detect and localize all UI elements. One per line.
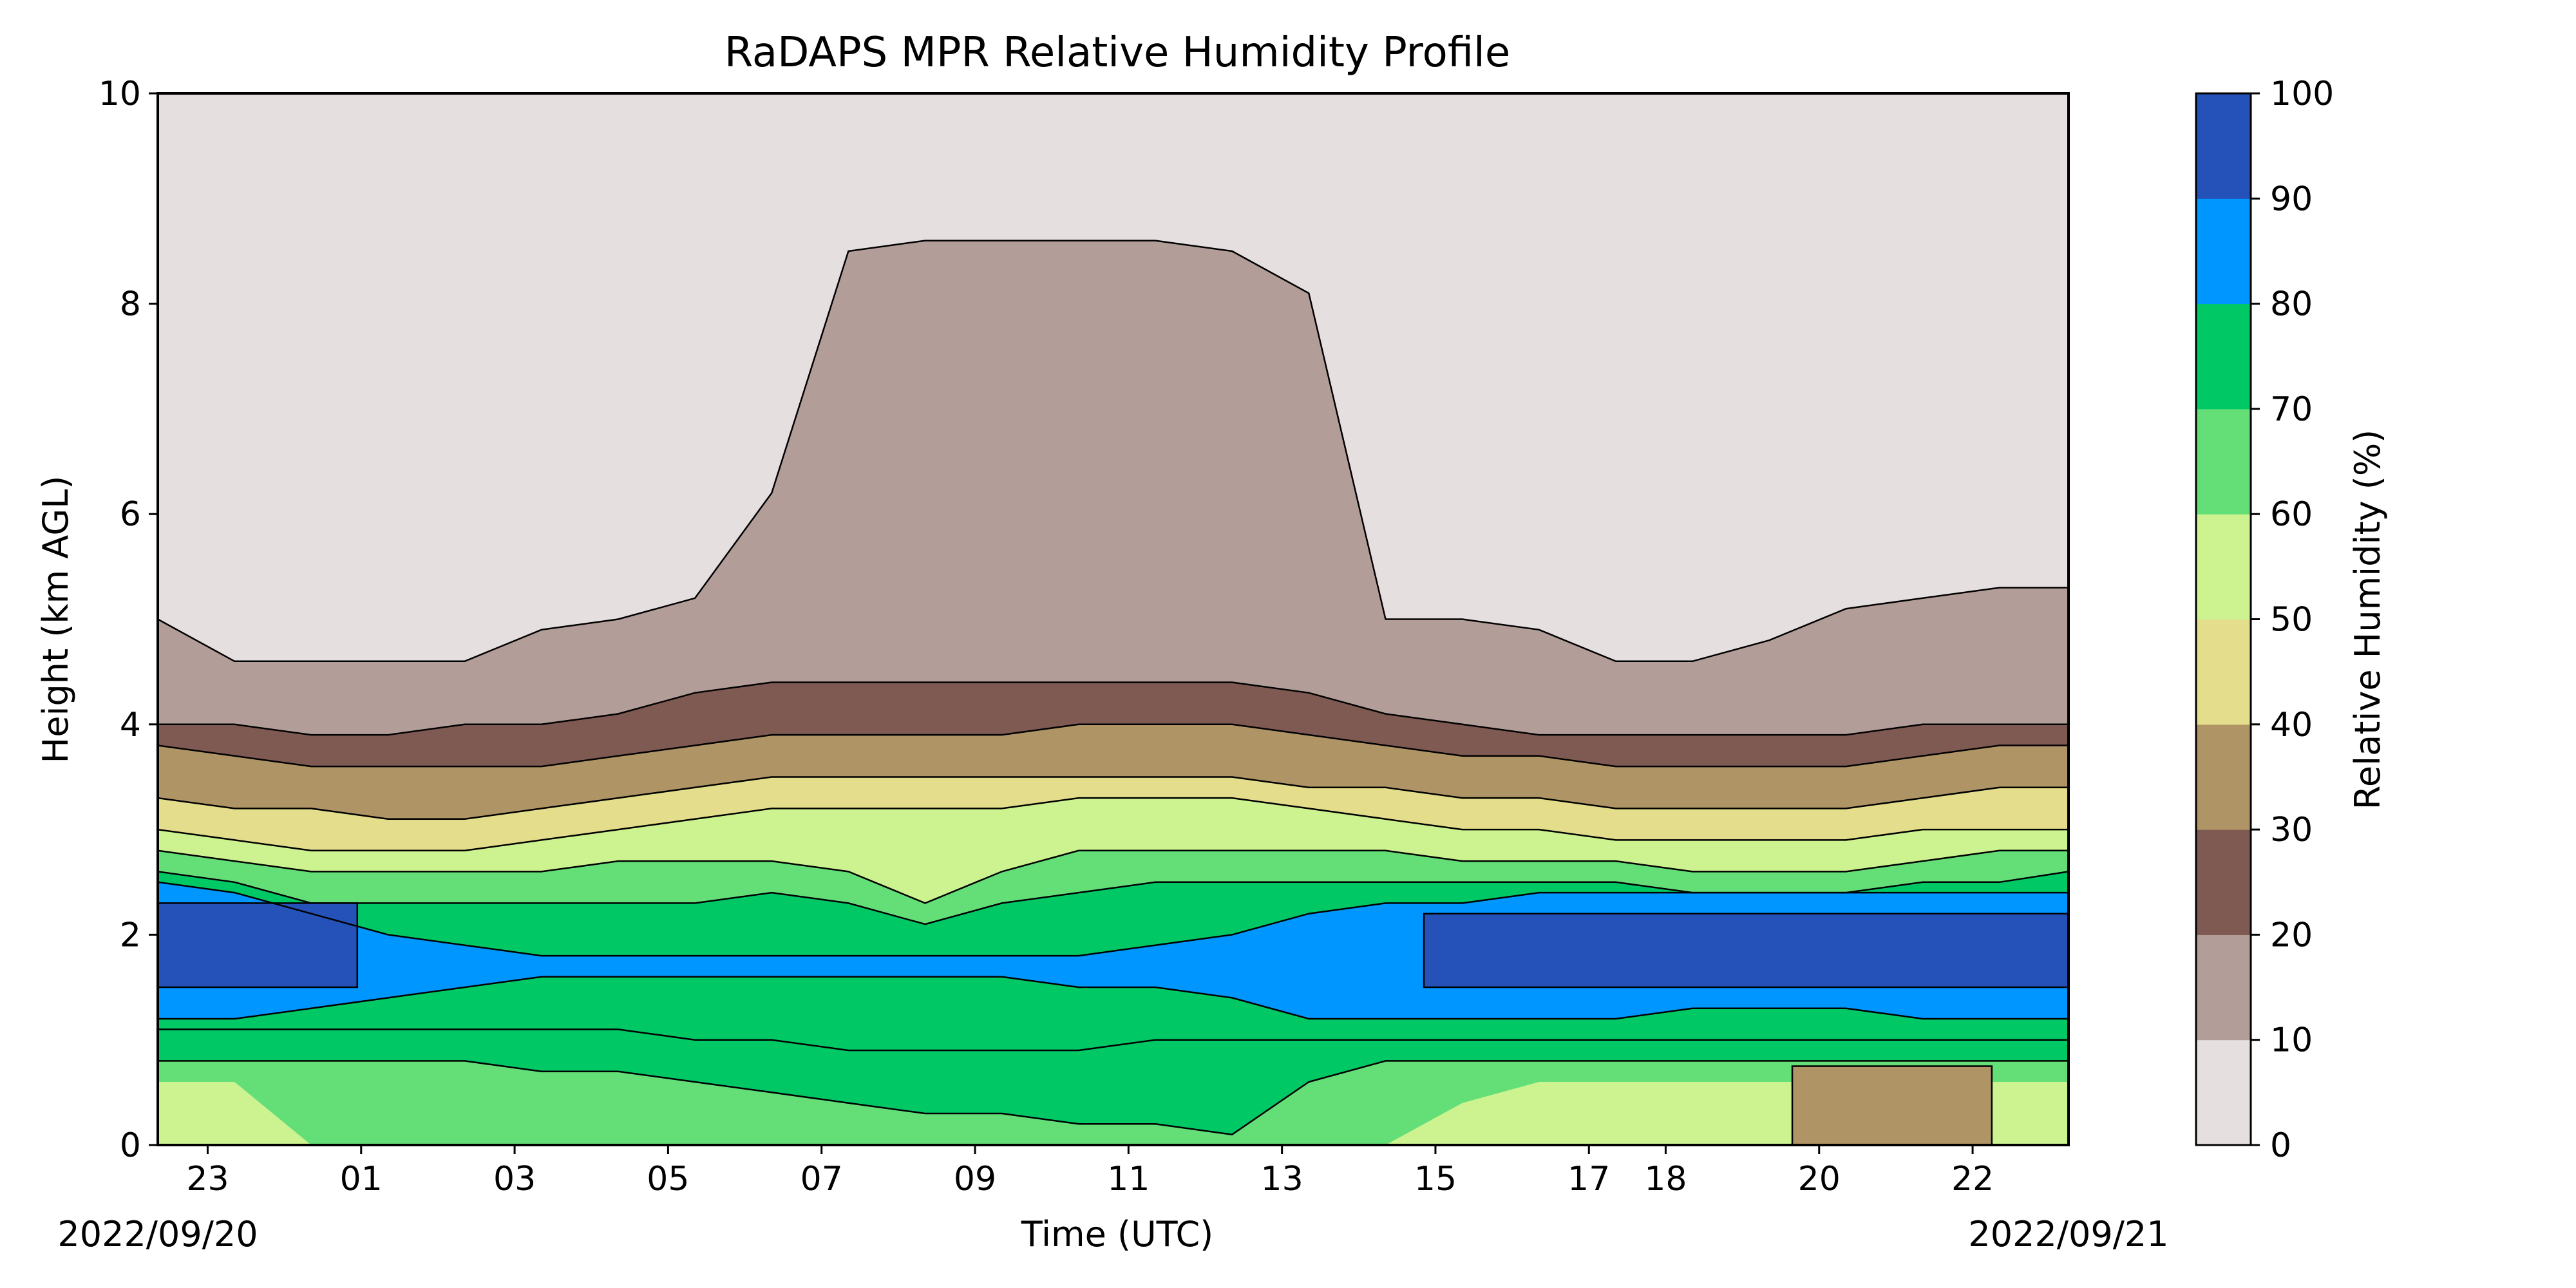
contour-rh-20-upper — [158, 681, 2069, 736]
colorbar-segment — [2196, 829, 2251, 935]
y-tick-label: 0 — [120, 1126, 141, 1165]
x-tick-label: 03 — [493, 1160, 536, 1198]
contour-rh-40-upper — [158, 776, 2069, 820]
colorbar-tick-label: 0 — [2270, 1126, 2291, 1165]
y-tick-label: 6 — [120, 495, 141, 534]
colorbar-segment — [2196, 408, 2251, 515]
contour-rh-10-upper — [158, 240, 2069, 663]
x-tick-label: 05 — [647, 1160, 689, 1198]
colorbar-segment — [2196, 724, 2251, 830]
colorbar-tick-label: 80 — [2270, 285, 2313, 324]
contour-rh-70-lower — [158, 1028, 2069, 1052]
colorbar-tick-label: 50 — [2270, 601, 2313, 639]
contour-rh-60-lower — [158, 1060, 2069, 1136]
y-tick-label: 2 — [120, 916, 141, 954]
x-tick-label: 15 — [1414, 1160, 1457, 1198]
end-date-label: 2022/09/21 — [1968, 1214, 2168, 1255]
colorbar-tick-label: 10 — [2270, 1021, 2313, 1060]
y-tick-label: 4 — [120, 706, 141, 744]
chart-title: RaDAPS MPR Relative Humidity Profile — [724, 29, 1510, 77]
start-date-label: 2022/09/20 — [57, 1214, 258, 1255]
contour-rh-80-lower — [158, 976, 2069, 1020]
x-tick-label: 11 — [1107, 1160, 1150, 1198]
colorbar-segment — [2196, 619, 2251, 725]
x-tick-label: 22 — [1951, 1160, 1994, 1198]
colorbar-segment — [2196, 93, 2251, 199]
x-tick-label: 01 — [340, 1160, 383, 1198]
x-tick-label: 09 — [954, 1160, 996, 1198]
rh-band-30-40-surface — [1791, 1065, 1993, 1145]
contour-rh-30-upper — [158, 723, 2069, 768]
rh-band-90-100-core-0 — [158, 902, 359, 989]
colorbar-tick-label: 60 — [2270, 495, 2313, 534]
x-tick-label: 13 — [1261, 1160, 1303, 1198]
contour-rh-50-upper — [158, 797, 2069, 852]
x-tick-label: 18 — [1644, 1160, 1687, 1198]
y-tick-label: 8 — [120, 285, 141, 324]
colorbar-segment — [2196, 303, 2251, 410]
y-tick-label: 10 — [99, 75, 141, 113]
rh-band-70-80-lower — [158, 976, 2069, 1050]
plot-frame — [156, 92, 2070, 1146]
contour-rh-80-upper — [158, 881, 2069, 957]
colorbar-tick-label: 30 — [2270, 811, 2313, 849]
colorbar-tick-label: 70 — [2270, 390, 2313, 429]
x-axis-label: Time (UTC) — [1021, 1214, 1214, 1255]
colorbar-tick-label: 90 — [2270, 180, 2313, 218]
x-tick-label: 20 — [1798, 1160, 1841, 1198]
colorbar-tick-label: 40 — [2270, 706, 2313, 744]
colorbar-tick-label: 100 — [2270, 75, 2334, 113]
colorbar-segment — [2196, 514, 2251, 620]
colorbar: 0 10 20 30 40 50 60 70 80 90 100 — [2195, 75, 2334, 1165]
rh-band-90-100-core-1 — [1423, 913, 2069, 989]
y-axis-label: Height (km AGL) — [35, 476, 76, 764]
x-tick-label: 07 — [800, 1160, 843, 1198]
colorbar-segment — [2196, 934, 2251, 1041]
colorbar-segment — [2196, 198, 2251, 305]
x-tick-label: 17 — [1567, 1160, 1610, 1198]
x-tick-label: 23 — [186, 1160, 229, 1198]
colorbar-tick-label: 20 — [2270, 916, 2313, 954]
colorbar-label: Relative Humidity (%) — [2347, 430, 2388, 810]
colorbar-segment — [2196, 1039, 2251, 1146]
contour-rh-60-upper — [158, 849, 2069, 904]
